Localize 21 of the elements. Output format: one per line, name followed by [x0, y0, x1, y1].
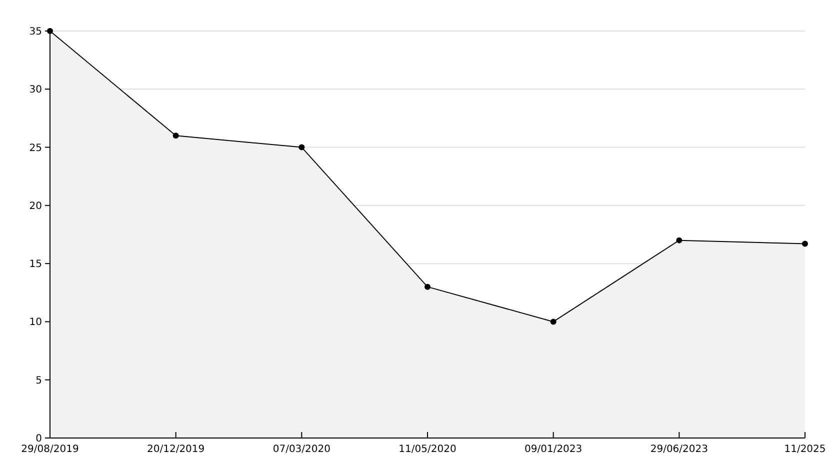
point	[298, 144, 305, 150]
y-tick-label: 10	[29, 317, 42, 328]
x-tick-label: 09/01/2023	[524, 444, 582, 455]
x-tick-label: 29/06/2023	[650, 444, 708, 455]
point	[676, 237, 682, 244]
x-tick-label: 29/08/2019	[21, 444, 79, 455]
x-tick-label: 11/2025	[784, 444, 826, 455]
y-tick-label: 25	[29, 142, 42, 154]
y-tick-label: 5	[36, 375, 42, 386]
point	[802, 240, 808, 247]
y-tick-label: 35	[29, 26, 42, 38]
y-tick-label: 30	[29, 84, 42, 96]
point	[172, 132, 179, 139]
x-tick-label: 07/03/2020	[272, 444, 330, 455]
x-tick-label: 11/05/2020	[398, 444, 456, 455]
y-tick-label: 20	[29, 200, 42, 212]
point	[550, 318, 556, 325]
x-tick-label: 20/12/2019	[147, 444, 205, 455]
point	[424, 284, 430, 290]
y-tick-label: 15	[29, 259, 42, 270]
y-tick-label: 0	[36, 434, 42, 444]
